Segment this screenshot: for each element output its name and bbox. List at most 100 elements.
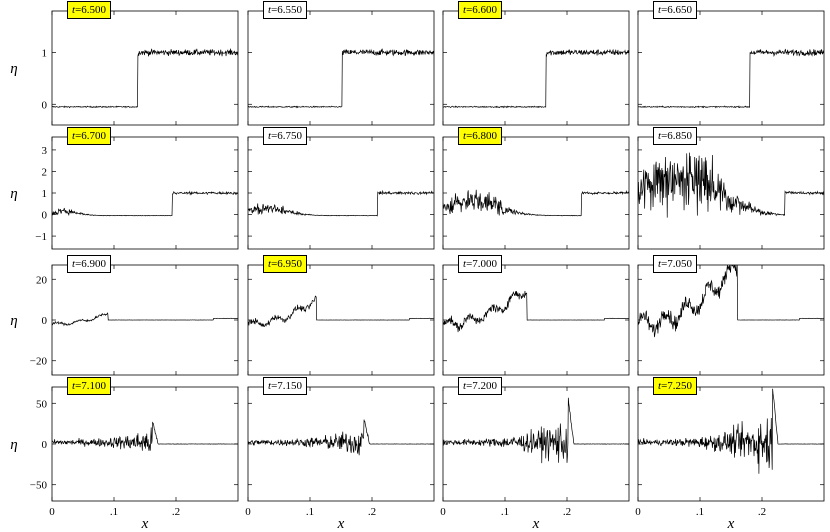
time-badge: t=6.800 [458,127,503,145]
panel-5: t=6.750 [247,127,435,250]
time-value: =7.100 [75,380,107,392]
panel-frame [442,10,630,126]
time-value: =6.550 [271,4,303,16]
time-badge-wrap: t=7.200 [458,377,503,395]
y-tick-label: 0 [42,439,48,451]
y-tick-label: 20 [36,274,48,286]
time-value: =6.650 [661,4,693,16]
panel-13: 0 .1 .2 t=7.150 [245,377,435,518]
series-line [443,189,629,217]
time-badge-wrap: t=6.950 [263,255,308,273]
time-badge-wrap: t=6.500 [67,1,112,19]
time-badge: t=7.150 [263,377,308,395]
time-badge: t=6.500 [67,1,112,19]
time-badge: t=6.600 [458,1,503,19]
x-tick-label: 0 [635,506,641,518]
panel-8: −20 0 20 η t=6.900 [10,255,239,376]
y-tick-label: −50 [30,480,48,492]
time-badge-wrap: t=6.650 [653,1,698,19]
time-value: =6.850 [661,130,693,142]
time-badge: t=6.850 [653,127,698,145]
y-tick-label: 2 [42,166,48,178]
y-tick-label: 1 [42,188,48,200]
panel-2: t=6.600 [442,1,630,126]
time-badge: t=7.250 [653,377,698,395]
time-badge-wrap: t=6.850 [653,127,698,145]
x-tick-label: .2 [563,506,571,518]
y-axis-label: η [10,186,17,202]
series-line [52,190,238,217]
time-badge: t=6.950 [263,255,308,273]
time-badge-wrap: t=7.100 [67,377,112,395]
time-badge-wrap: t=6.750 [263,127,308,145]
x-tick-label: 0 [245,506,251,518]
time-badge-wrap: t=7.150 [263,377,308,395]
y-tick-label: 0 [42,99,48,111]
time-value: =7.000 [466,258,498,270]
panel-3: t=6.650 [637,1,825,126]
series-line [638,265,824,338]
series-line [52,312,238,327]
x-tick-label: .1 [696,506,704,518]
time-badge: t=6.750 [263,127,308,145]
x-axis-label: x [141,516,149,532]
series-line [638,48,824,109]
y-tick-label: 50 [36,398,48,410]
panel-7: t=6.850 [637,127,825,250]
time-value: =6.950 [271,258,303,270]
panel-14: 0 .1 .2 t=7.200 [440,377,630,518]
series-line [638,388,824,474]
y-axis-label: η [10,313,17,329]
series-line [248,295,434,327]
time-badge: t=7.000 [458,255,503,273]
series-line [248,419,434,456]
x-axis-label: x [727,516,735,532]
panel-0: 0 1 η t=6.500 [10,1,239,126]
y-tick-label: −1 [35,231,47,243]
x-tick-label: .1 [501,506,509,518]
panel-1: t=6.550 [247,1,435,126]
y-tick-label: 3 [42,145,48,157]
panel-6: t=6.800 [442,127,630,250]
time-badge: t=7.200 [458,377,503,395]
y-axis-label: η [10,437,17,453]
panel-frame [247,136,435,250]
series-line [443,48,629,109]
y-tick-label: 0 [42,315,48,327]
time-badge: t=6.550 [263,1,308,19]
panel-frame [637,10,825,126]
time-badge: t=7.100 [67,377,112,395]
time-badge: t=7.050 [653,255,698,273]
y-axis-label: η [10,61,17,77]
time-badge: t=6.700 [67,127,112,145]
panel-11: t=7.050 [637,255,825,376]
time-value: =7.050 [661,258,693,270]
y-tick-label: −20 [30,356,48,368]
x-tick-label: .1 [110,506,118,518]
y-tick-label: 1 [42,47,48,59]
time-value: =6.900 [75,258,107,270]
series-line [443,290,629,333]
panel-frame [247,10,435,126]
time-badge-wrap: t=6.700 [67,127,112,145]
series-line [248,189,434,217]
series-line [52,48,238,109]
time-value: =7.200 [466,380,498,392]
time-value: =6.700 [75,130,107,142]
series-line [248,48,434,109]
time-badge-wrap: t=6.900 [67,255,112,273]
time-badge: t=6.900 [67,255,112,273]
time-badge-wrap: t=7.000 [458,255,503,273]
time-badge-wrap: t=6.800 [458,127,503,145]
series-line [443,397,629,464]
panel-4: −1 0 1 2 3 η t=6.700 [10,127,239,250]
time-badge-wrap: t=6.600 [458,1,503,19]
x-tick-label: .2 [172,506,180,518]
x-tick-label: .1 [306,506,314,518]
panel-frame [51,10,239,126]
time-badge-wrap: t=7.250 [653,377,698,395]
time-value: =6.750 [271,130,303,142]
time-value: =6.600 [466,4,498,16]
time-value: =6.800 [466,130,498,142]
